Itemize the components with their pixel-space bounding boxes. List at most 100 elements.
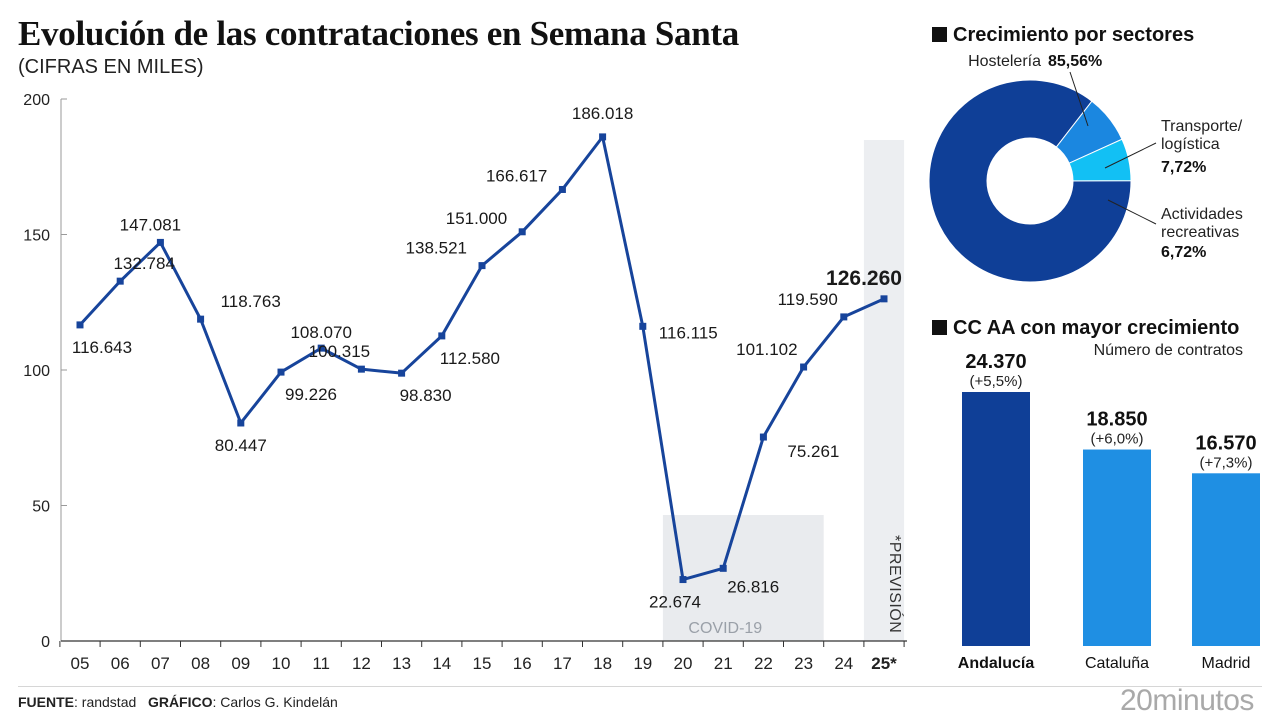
- data-point: [679, 576, 687, 584]
- data-point: [317, 344, 325, 352]
- bar-chart: Número de contratos 24.370(+5,5%) Andalucí…: [958, 342, 1260, 672]
- data-point: [880, 295, 888, 303]
- data-label: 100.315: [309, 342, 370, 361]
- bar-category-label: Madrid: [1202, 655, 1251, 672]
- data-point: [558, 185, 566, 193]
- x-tick-label: 17: [553, 654, 572, 673]
- x-tick-label: 15: [473, 654, 492, 673]
- source-value: : randstad: [74, 694, 137, 710]
- leader-line: [1069, 71, 1089, 127]
- slice-label-transporte: Transporte/logística 7,72%: [1161, 118, 1243, 176]
- bar: [1083, 449, 1151, 646]
- line-chart: COVID-19 *PREVISIÓN 0 50 100 150 200 05 06 07 08 09…: [23, 92, 907, 673]
- slice-value: 6,72%: [1161, 244, 1206, 261]
- x-tick-label: 19: [633, 654, 652, 673]
- bar-value-label: 18.850: [1086, 409, 1147, 431]
- slice-value: 85,56%: [1048, 53, 1102, 70]
- data-point: [277, 368, 285, 376]
- bar-category-label: Cataluña: [1085, 655, 1149, 672]
- data-point: [116, 277, 124, 285]
- x-tick-label: 07: [151, 654, 170, 673]
- slice-value: 7,72%: [1161, 159, 1206, 176]
- data-label: 22.674: [649, 593, 701, 612]
- brand-logo: 20minutos: [1120, 684, 1254, 717]
- data-label: 186.018: [572, 104, 633, 123]
- x-tick-label: 05: [71, 654, 90, 673]
- x-tick-label: 08: [191, 654, 210, 673]
- data-point: [438, 332, 446, 340]
- sectors-title: Crecimiento por sectores: [932, 24, 1194, 47]
- data-label: 26.816: [727, 577, 779, 596]
- footer-credits: FUENTE: randstad GRÁFICO: Carlos G. Kind…: [18, 694, 338, 710]
- bar-chart-subtitle: Número de contratos: [1094, 342, 1243, 359]
- y-tick-label: 50: [32, 499, 50, 516]
- forecast-band: [863, 140, 905, 641]
- data-label: 75.261: [787, 442, 839, 461]
- data-point: [840, 313, 848, 321]
- x-tick-label: 14: [432, 654, 451, 673]
- donut-slice: [928, 79, 1132, 283]
- x-tick-label: 20: [674, 654, 693, 673]
- data-point: [759, 433, 767, 441]
- data-label: 132.784: [113, 254, 174, 273]
- data-label: 98.830: [400, 386, 452, 405]
- data-point: [800, 363, 808, 371]
- x-tick-label: 25*: [871, 654, 897, 673]
- bar-change-label: (+7,3%): [1200, 454, 1253, 471]
- slice-name: logística: [1161, 136, 1220, 153]
- bar-change-label: (+5,5%): [970, 373, 1023, 390]
- leader-line: [1104, 142, 1157, 169]
- square-bullet-icon: [932, 320, 947, 335]
- data-label: 116.643: [72, 338, 132, 357]
- x-tick-label: 13: [392, 654, 411, 673]
- data-point: [398, 369, 406, 377]
- data-label: 118.763: [221, 292, 281, 311]
- slice-label-hosteleria: Hostelería 85,56%: [968, 53, 1102, 70]
- slice-name: Transporte/: [1161, 118, 1243, 135]
- donut-slice: [1068, 138, 1132, 182]
- bar-category-label: Andalucía: [958, 655, 1035, 672]
- data-point: [237, 419, 245, 427]
- x-tick-label: 23: [794, 654, 813, 673]
- data-label: 126.260: [826, 267, 902, 290]
- x-tick-label: 11: [312, 654, 330, 673]
- leader-line: [1107, 199, 1157, 225]
- covid-label: COVID-19: [688, 620, 762, 637]
- x-tick-label: 12: [352, 654, 371, 673]
- data-label: 119.590: [778, 290, 838, 309]
- data-label: 99.226: [285, 385, 337, 404]
- data-point: [357, 365, 365, 373]
- data-point: [478, 262, 486, 270]
- chart-subtitle: (CIFRAS EN MILES): [18, 56, 204, 78]
- data-point: [197, 315, 205, 323]
- data-label: 108.070: [290, 323, 351, 342]
- data-label: 101.102: [736, 340, 797, 359]
- source-label: FUENTE: [18, 694, 74, 710]
- graphic-label: GRÁFICO: [147, 694, 213, 710]
- bar: [1192, 473, 1260, 646]
- data-label: 112.580: [440, 349, 500, 368]
- x-tick-label: 18: [593, 654, 612, 673]
- slice-name: recreativas: [1161, 224, 1239, 241]
- x-tick-label: 22: [754, 654, 773, 673]
- x-tick-label: 21: [714, 654, 733, 673]
- bar-change-label: (+6,0%): [1091, 431, 1144, 448]
- x-tick-label: 24: [834, 654, 853, 673]
- slice-name: Hostelería: [968, 53, 1041, 70]
- x-tick-label: 09: [231, 654, 250, 673]
- graphic-value: : Carlos G. Kindelán: [212, 694, 338, 710]
- forecast-label: *PREVISIÓN: [886, 535, 905, 633]
- bar: [962, 392, 1030, 646]
- y-tick-label: 100: [23, 363, 50, 380]
- donut-chart: Hostelería 85,56% Transporte/logística 7,72…: [928, 53, 1243, 283]
- bar-value-label: 16.570: [1195, 432, 1256, 454]
- data-point: [518, 228, 526, 236]
- data-point: [599, 133, 607, 141]
- data-label: 116.115: [659, 323, 718, 342]
- data-label: 147.081: [120, 215, 181, 234]
- y-tick-label: 150: [23, 228, 50, 245]
- footer-divider: [18, 686, 1262, 687]
- y-tick-label: 200: [23, 92, 50, 109]
- x-tick-label: 10: [272, 654, 291, 673]
